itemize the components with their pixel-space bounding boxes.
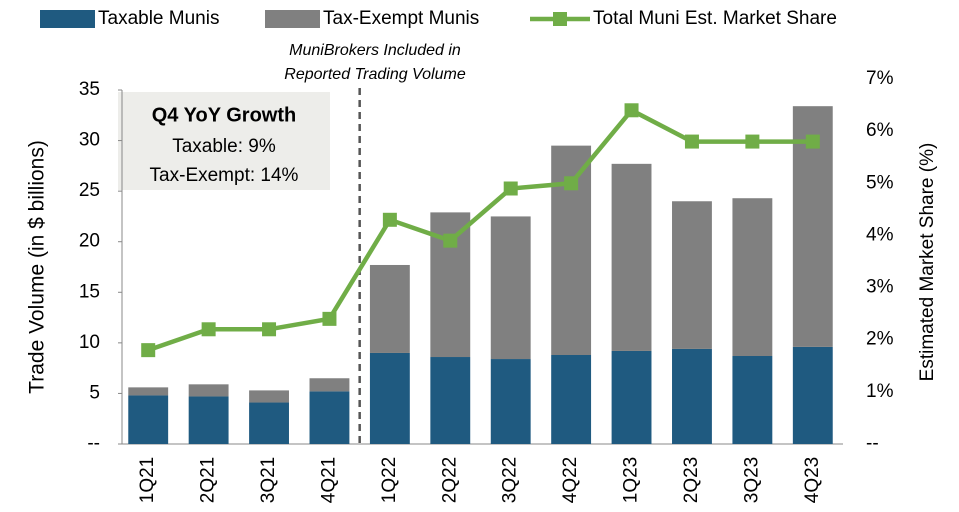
bar [672, 201, 712, 349]
line [147, 107, 813, 353]
y2-tick-label: 3% [866, 277, 894, 298]
y-tick-label: 5 [89, 382, 100, 403]
bar [188, 384, 229, 397]
growth-box [118, 92, 330, 190]
bar [732, 356, 773, 444]
y-tick-label: 15 [79, 281, 100, 302]
bar [611, 163, 652, 351]
x-tick-label: 2Q23 [681, 457, 702, 503]
x-tick-label: 1Q23 [621, 457, 642, 503]
marker [322, 311, 337, 326]
marker [624, 103, 639, 118]
y2-tick-label: -- [866, 433, 879, 454]
legend-label: Taxable Munis [98, 8, 219, 29]
y2-tick-label: 2% [866, 329, 894, 350]
y-tick-label: 20 [79, 231, 100, 252]
y2-tick-label: 4% [866, 224, 894, 245]
bar [369, 264, 410, 353]
bar [188, 396, 229, 444]
x-tick-label: 3Q21 [258, 457, 279, 503]
bar [249, 390, 289, 403]
x-tick-label: 2Q22 [439, 457, 460, 503]
marker [141, 343, 156, 358]
bar [128, 395, 169, 444]
x-tick-label: 3Q23 [741, 457, 762, 503]
annotation: Reported Trading Volume [284, 66, 466, 83]
y-tick-label: -- [87, 433, 100, 454]
bar [611, 350, 652, 444]
y2-tick-label: 6% [866, 120, 894, 141]
x-tick-label: 1Q21 [137, 457, 158, 503]
x-tick-label: 1Q22 [379, 457, 400, 503]
growth-line: Tax-Exempt: 14% [150, 165, 299, 186]
legend-label: Tax-Exempt Munis [323, 8, 479, 29]
bar [249, 402, 289, 444]
marker [805, 134, 820, 149]
marker [382, 212, 397, 227]
bar [792, 346, 833, 444]
growth-title: Q4 YoY Growth [152, 104, 296, 126]
y-tick-label: 30 [79, 130, 100, 151]
legend-swatch [265, 10, 320, 28]
y2-tick-label: 7% [866, 68, 894, 89]
marker [262, 322, 277, 337]
bar [490, 359, 531, 444]
bar [732, 198, 773, 357]
legend-swatch [553, 12, 567, 26]
bar [369, 352, 410, 444]
x-tick-label: 4Q21 [318, 457, 339, 503]
marker [503, 181, 518, 196]
bar [430, 357, 471, 444]
marker [745, 134, 760, 149]
marker [443, 233, 458, 248]
bar [309, 378, 350, 392]
bar [309, 391, 350, 444]
y-tick-label: 25 [79, 180, 100, 201]
marker [201, 322, 216, 337]
bar [672, 348, 712, 444]
bar [551, 354, 592, 444]
y2-axis-label: Estimated Market Share (%) [917, 143, 938, 382]
x-tick-label: 2Q21 [198, 457, 219, 503]
x-tick-label: 3Q22 [500, 457, 521, 503]
y-tick-label: 10 [79, 332, 100, 353]
marker [684, 134, 699, 149]
x-tick-label: 4Q23 [802, 457, 823, 503]
y-axis-label: Trade Volume (in $ billions) [26, 140, 49, 394]
bar [490, 216, 531, 360]
y-tick-label: 35 [79, 79, 100, 100]
marker [564, 176, 579, 191]
annotation: MuniBrokers Included in [289, 42, 461, 59]
legend-label: Total Muni Est. Market Share [593, 8, 837, 29]
growth-line: Taxable: 9% [172, 136, 276, 157]
y2-tick-label: 1% [866, 381, 894, 402]
legend-swatch [40, 10, 95, 28]
x-tick-label: 4Q22 [560, 457, 581, 503]
bar [128, 387, 169, 396]
y2-tick-label: 5% [866, 172, 894, 193]
